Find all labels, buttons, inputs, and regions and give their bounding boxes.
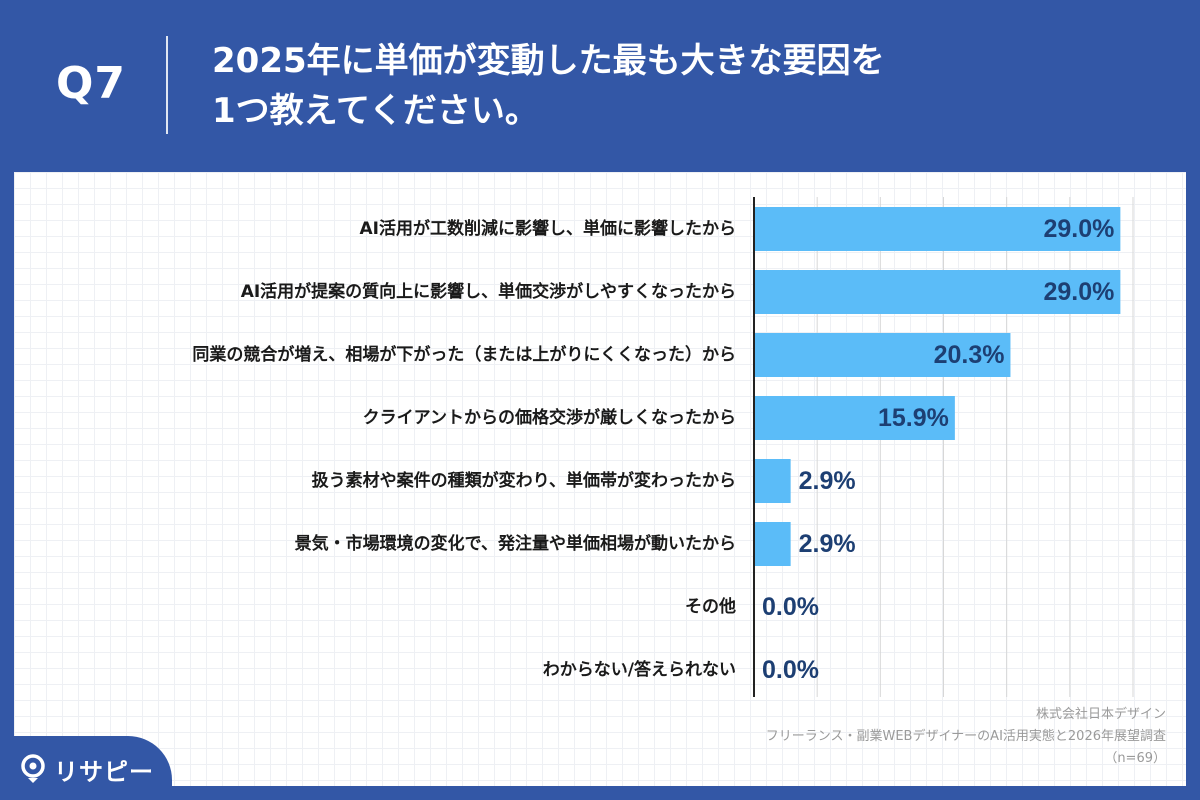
source-sample-size: （n=69）	[1104, 751, 1166, 766]
category-label: わからない/答えられない	[543, 659, 736, 680]
category-label: クライアントからの価格交渉が厳しくなったから	[363, 407, 736, 428]
category-label: その他	[685, 596, 736, 617]
bar-chart: AI活用が工数削減に影響し、単価に影響したから 29.0% AI活用が提案の質向上に…	[192, 197, 1134, 697]
category-label: 景気・市場環境の変化で、発注量や単価相場が動いたから	[295, 533, 736, 554]
source-company: 株式会社日本デザイン	[1035, 707, 1166, 722]
value-label: 0.0%	[762, 656, 819, 684]
brand-logo: リサピー	[18, 752, 154, 786]
value-label: 29.0%	[1043, 278, 1114, 306]
logo-tab	[0, 736, 172, 800]
logo-text: リサピー	[54, 757, 154, 786]
source-survey: フリーランス・副業WEBデザイナーのAI活用実態と2026年展望調査	[765, 729, 1166, 744]
value-label: 20.3%	[934, 341, 1005, 369]
source-note: 株式会社日本デザイン フリーランス・副業WEBデザイナーのAI活用実態と2026…	[766, 704, 1166, 770]
lightbulb-pin-icon	[18, 754, 48, 784]
question-title: 2025年に単価が変動した最も大きな要因を 1つ教えてください。	[212, 36, 1112, 136]
category-label: 同業の競合が増え、相場が下がった（または上がりにくくなった）から	[192, 344, 736, 365]
question-title-line-1: 2025年に単価が変動した最も大きな要因を	[212, 41, 885, 81]
question-header: Q7 2025年に単価が変動した最も大きな要因を 1つ教えてください。	[0, 0, 1200, 170]
question-title-line-2: 1つ教えてください。	[212, 91, 539, 131]
bar	[754, 270, 1121, 314]
header-divider	[166, 36, 168, 134]
category-label: 扱う素材や案件の種類が変わり、単価帯が変わったから	[312, 470, 736, 491]
bar	[754, 459, 791, 503]
bar	[754, 207, 1121, 251]
bar	[754, 396, 955, 440]
question-number: Q7	[56, 58, 127, 109]
value-label: 0.0%	[762, 593, 819, 621]
value-label: 29.0%	[1043, 215, 1114, 243]
value-label: 2.9%	[799, 530, 856, 558]
bar	[754, 522, 791, 566]
category-label: AI活用が提案の質向上に影響し、単価交渉がしやすくなったから	[241, 281, 736, 302]
chart-panel: AI活用が工数削減に影響し、単価に影響したから 29.0% AI活用が提案の質向上に…	[14, 172, 1186, 786]
value-label: 2.9%	[799, 467, 856, 495]
category-label: AI活用が工数削減に影響し、単価に影響したから	[360, 218, 736, 239]
value-label: 15.9%	[878, 404, 949, 432]
bar	[754, 333, 1011, 377]
